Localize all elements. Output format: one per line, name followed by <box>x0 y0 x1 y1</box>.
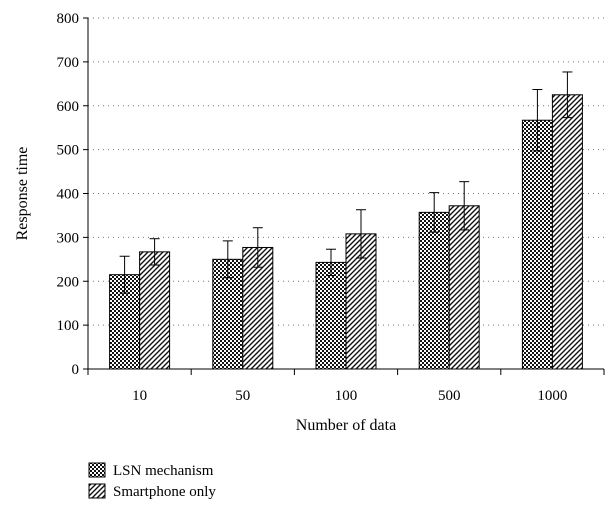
y-tick-label: 600 <box>57 99 80 115</box>
x-tick-label: 1000 <box>537 388 567 404</box>
y-tick-label: 400 <box>57 187 80 203</box>
y-tick-label: 700 <box>57 55 80 71</box>
y-tick-label: 0 <box>72 362 80 378</box>
gridlines <box>88 17 604 326</box>
bars <box>109 71 583 370</box>
y-tick-label: 200 <box>57 274 80 290</box>
bar-smartphone <box>551 94 583 370</box>
legend-swatch-smartphone <box>88 483 106 499</box>
labels: 0 100 200 300 400 500 600 700 800 10 50 100 500 1000 N… <box>14 11 567 434</box>
legend-label-smartphone: Smartphone only <box>113 484 216 500</box>
y-tick-label: 800 <box>57 11 80 27</box>
bar-lsn <box>521 119 553 370</box>
axes <box>83 17 605 375</box>
x-tick-label: 100 <box>335 388 358 404</box>
x-tick-label: 10 <box>132 388 147 404</box>
x-tick-label: 50 <box>235 388 250 404</box>
legend: LSN mechanism Smartphone only <box>88 462 216 500</box>
bar-smartphone <box>242 246 274 370</box>
bar-smartphone <box>448 205 480 370</box>
y-tick-label: 300 <box>57 230 80 246</box>
legend-label-lsn: LSN mechanism <box>113 463 214 479</box>
x-tick-label: 500 <box>438 388 461 404</box>
bar-lsn <box>315 261 347 370</box>
y-tick-label: 100 <box>57 318 80 334</box>
bar-smartphone <box>139 251 171 370</box>
y-tick-label: 500 <box>57 143 80 159</box>
bar-lsn <box>418 211 450 370</box>
y-axis-label: Response time <box>14 147 31 241</box>
x-axis-label: Number of data <box>296 417 396 434</box>
legend-swatch-lsn <box>88 462 106 478</box>
